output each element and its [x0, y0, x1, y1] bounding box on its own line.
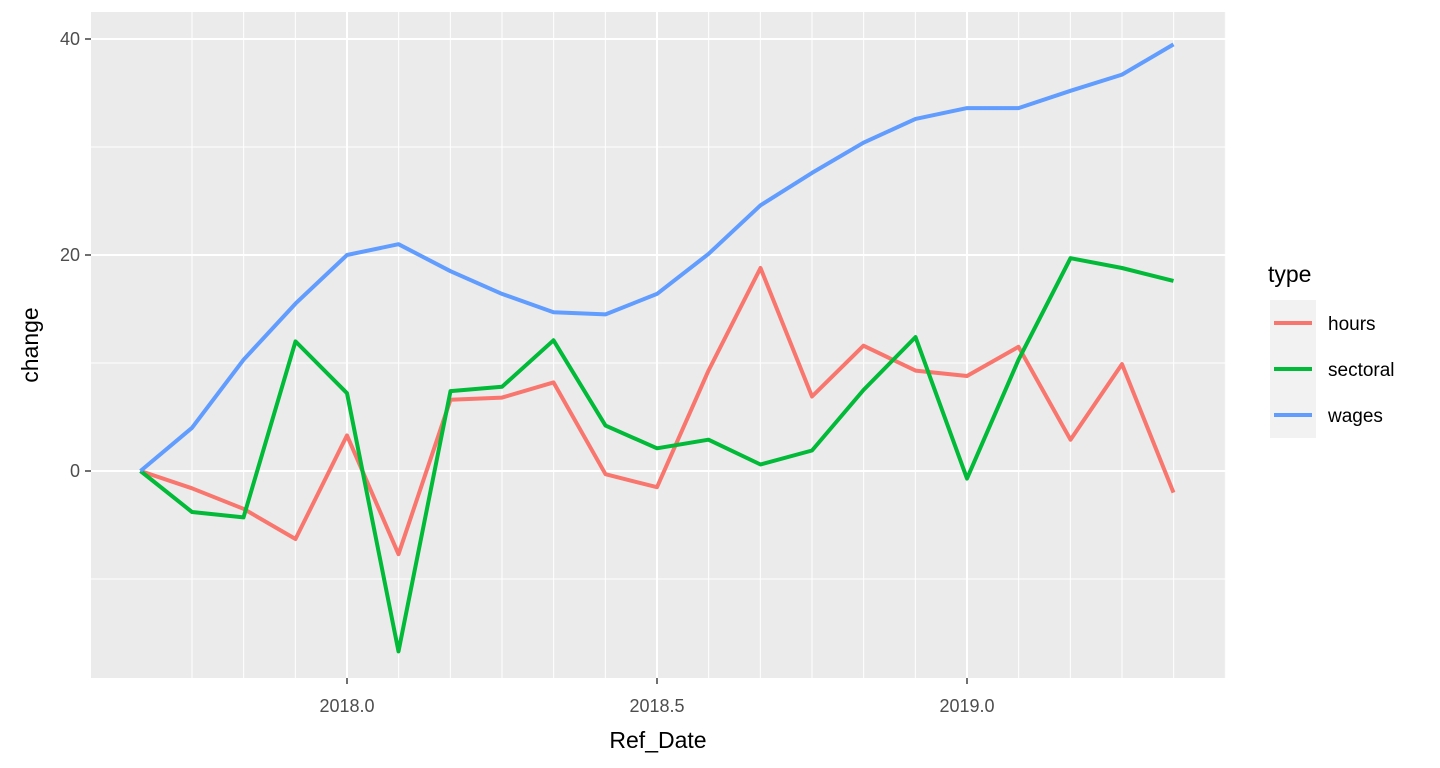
axes: 2018.0 2018.5 2019.0 0 20 40	[60, 29, 995, 716]
legend-label-wages: wages	[1327, 406, 1383, 427]
y-tick-label: 0	[70, 461, 80, 481]
x-tick-label: 2018.0	[319, 696, 374, 716]
x-tick-label: 2019.0	[939, 696, 994, 716]
legend-label-hours: hours	[1328, 314, 1376, 335]
y-tick-label: 40	[60, 29, 80, 49]
legend: type hours sectoral wages	[1268, 261, 1395, 438]
series-line-wages	[139, 42, 1175, 473]
major-gridlines	[91, 12, 1226, 678]
legend-label-sectoral: sectoral	[1328, 360, 1395, 381]
plot-panel	[91, 12, 1226, 678]
x-tick-label: 2018.5	[629, 696, 684, 716]
series-line-hours	[139, 266, 1176, 557]
series-line-sectoral	[139, 256, 1174, 654]
x-axis-title: Ref_Date	[609, 727, 706, 753]
series-lines	[139, 42, 1176, 654]
y-axis-title: change	[17, 307, 43, 382]
legend-title: type	[1268, 261, 1311, 287]
y-tick-label: 20	[60, 245, 80, 265]
